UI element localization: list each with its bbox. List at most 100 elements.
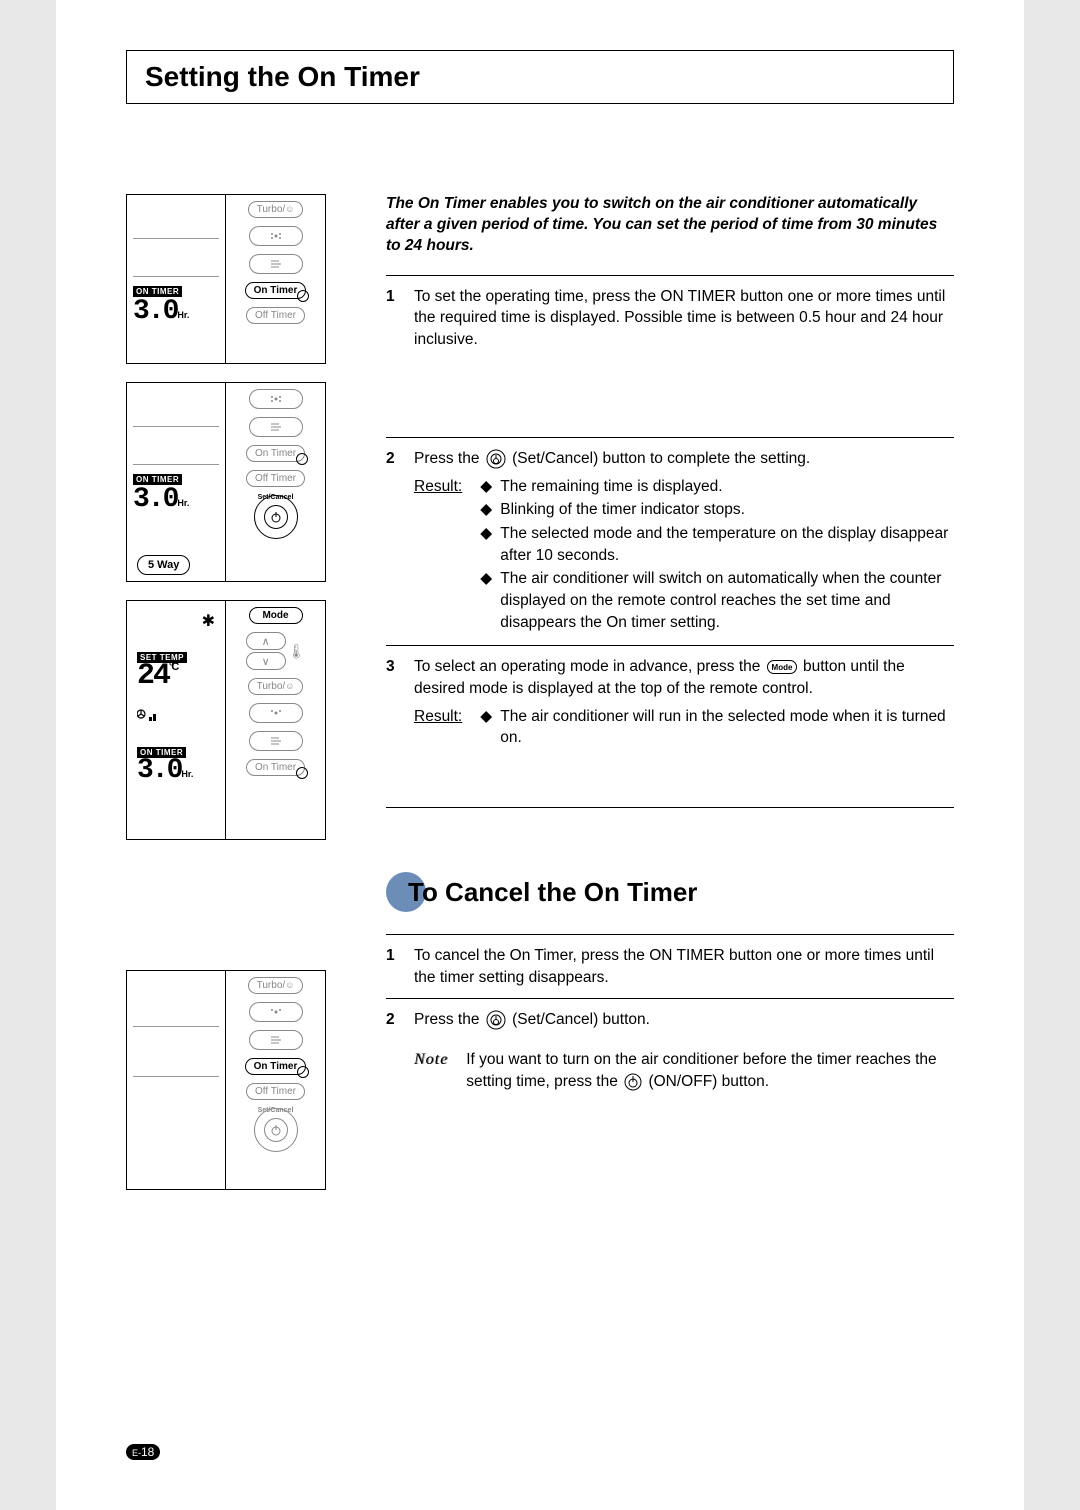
separator [386, 275, 954, 276]
result-block: Result: ◆The remaining time is displayed… [414, 476, 954, 636]
step-3: 3 To select an operating mode in advance… [386, 656, 954, 751]
airflow-button [249, 254, 303, 274]
mode-inline-icon: Mode [767, 660, 797, 674]
cancel-step-2: 2 Press the (Set/Cancel) button. Note If… [386, 1009, 954, 1092]
mode-button: Mode [249, 607, 303, 624]
on-timer-button: On Timer [246, 445, 305, 462]
swing-button [249, 389, 303, 409]
swing-button [249, 703, 303, 723]
remote-lcd: ON TIMER 3.0Hr. [127, 195, 226, 363]
step-number: 2 [386, 1009, 400, 1092]
intro-text: The On Timer enables you to switch on th… [386, 194, 954, 257]
airflow-button [249, 1030, 303, 1050]
remote-buttons: Turbo/☺ On Timer Off Timer [226, 195, 325, 363]
remote-cancel: Turbo/☺ On Timer Off Timer Set/Cancel [126, 970, 326, 1190]
remote-buttons: Mode ∧ ∨ 🌡 Turbo/☺ On [226, 601, 325, 839]
result-block: Result: ◆The air conditioner will run in… [414, 706, 954, 751]
lcd-timer-display: ON TIMER 3.0Hr. [137, 740, 215, 783]
separator [386, 645, 954, 646]
remote-lcd [127, 971, 226, 1189]
power-icon [264, 1118, 288, 1142]
result-label: Result: [414, 706, 462, 751]
result-list: ◆The remaining time is displayed. ◆Blink… [480, 476, 954, 636]
separator [386, 807, 954, 808]
on-timer-button: On Timer [246, 759, 305, 776]
turbo-button: Turbo/☺ [248, 678, 304, 695]
airflow-icon [269, 259, 283, 269]
step-number: 3 [386, 656, 400, 751]
remote-lcd: ON TIMER 3.0Hr. 5 Way [127, 383, 226, 581]
remote-step2: ON TIMER 3.0Hr. 5 Way On Timer Off Timer [126, 382, 326, 582]
remote-step1: ON TIMER 3.0Hr. Turbo/☺ On Timer Off Tim… [126, 194, 326, 364]
cancel-step-1: 1 To cancel the On Timer, press the ON T… [386, 945, 954, 988]
page-number-badge: E-18 [126, 1444, 160, 1460]
airflow-icon [269, 422, 283, 432]
airflow-button [249, 417, 303, 437]
on-timer-button: On Timer [245, 282, 307, 299]
off-timer-button: Off Timer [246, 307, 305, 324]
fan-speed-icon [137, 708, 215, 722]
result-label: Result: [414, 476, 462, 636]
five-way-button: 5 Way [137, 555, 190, 575]
diamond-bullet-icon: ◆ [480, 476, 494, 498]
off-timer-button: Off Timer [246, 470, 305, 487]
swing-button [249, 1002, 303, 1022]
diamond-bullet-icon: ◆ [480, 706, 494, 749]
diamond-bullet-icon: ◆ [480, 499, 494, 521]
remote-buttons: Turbo/☺ On Timer Off Timer Set/Cancel [226, 971, 325, 1189]
svg-text:Mode: Mode [771, 663, 792, 672]
step-body: Press the (Set/Cancel) button to complet… [414, 448, 954, 636]
remote-step3: ✱ SET TEMP 24°C ON TIMER 3.0Hr. [126, 600, 326, 840]
swing-icon [269, 394, 283, 404]
instructions-column: The On Timer enables you to switch on th… [386, 194, 954, 1208]
set-cancel-dial: Set/Cancel [254, 1108, 298, 1152]
swing-button [249, 226, 303, 246]
temp-up-down: ∧ ∨ 🌡 [246, 632, 306, 670]
separator [386, 998, 954, 999]
swing-icon [269, 231, 283, 241]
two-column-layout: ON TIMER 3.0Hr. Turbo/☺ On Timer Off Tim… [126, 194, 954, 1208]
onoff-inline-icon [624, 1073, 642, 1091]
cancel-heading: To Cancel the On Timer [408, 877, 697, 908]
step-body: To select an operating mode in advance, … [414, 656, 954, 751]
title-bar: Setting the On Timer [126, 50, 954, 104]
step-body: Press the (Set/Cancel) button. Note If y… [414, 1009, 954, 1092]
turbo-button: Turbo/☺ [248, 201, 304, 218]
temp-up-button: ∧ [246, 632, 286, 650]
step-text: To cancel the On Timer, press the ON TIM… [414, 945, 954, 988]
remote-lcd: ✱ SET TEMP 24°C ON TIMER 3.0Hr. [127, 601, 226, 839]
power-icon [264, 505, 288, 529]
set-cancel-inline-icon [486, 1010, 506, 1030]
diamond-bullet-icon: ◆ [480, 523, 494, 566]
separator [386, 437, 954, 438]
separator [386, 934, 954, 935]
step-2: 2 Press the (Set/Cancel) button to compl… [386, 448, 954, 636]
cancel-heading-row: To Cancel the On Timer [386, 872, 954, 912]
step-number: 2 [386, 448, 400, 636]
result-list: ◆The air conditioner will run in the sel… [480, 706, 954, 751]
note-text: If you want to turn on the air condition… [466, 1049, 954, 1092]
diamond-bullet-icon: ◆ [480, 568, 494, 633]
temp-down-button: ∨ [246, 652, 286, 670]
set-temp-block: SET TEMP 24°C [137, 649, 215, 690]
set-cancel-dial: Set/Cancel [254, 495, 298, 539]
timer-value: 3.0Hr. [133, 296, 189, 327]
remote-buttons: On Timer Off Timer Set/Cancel [226, 383, 325, 581]
step-number: 1 [386, 945, 400, 988]
lcd-timer-display: ON TIMER 3.0Hr. [133, 465, 219, 512]
set-cancel-inline-icon [486, 449, 506, 469]
turbo-button: Turbo/☺ [248, 977, 304, 994]
note-block: Note If you want to turn on the air cond… [414, 1049, 954, 1092]
step-text: To set the operating time, press the ON … [414, 286, 954, 351]
thermometer-icon: 🌡 [288, 643, 306, 660]
cool-mode-icon: ✱ [137, 611, 215, 631]
on-timer-button: On Timer [245, 1058, 307, 1075]
note-label: Note [414, 1049, 448, 1092]
airflow-button [249, 731, 303, 751]
lcd-timer-display: ON TIMER 3.0Hr. [133, 277, 219, 324]
manual-page: Setting the On Timer ON TIMER 3.0Hr. Tur… [56, 0, 1024, 1510]
step-number: 1 [386, 286, 400, 351]
page-title: Setting the On Timer [145, 61, 935, 93]
step-1: 1 To set the operating time, press the O… [386, 286, 954, 351]
timer-value: 3.0Hr. [133, 484, 189, 515]
